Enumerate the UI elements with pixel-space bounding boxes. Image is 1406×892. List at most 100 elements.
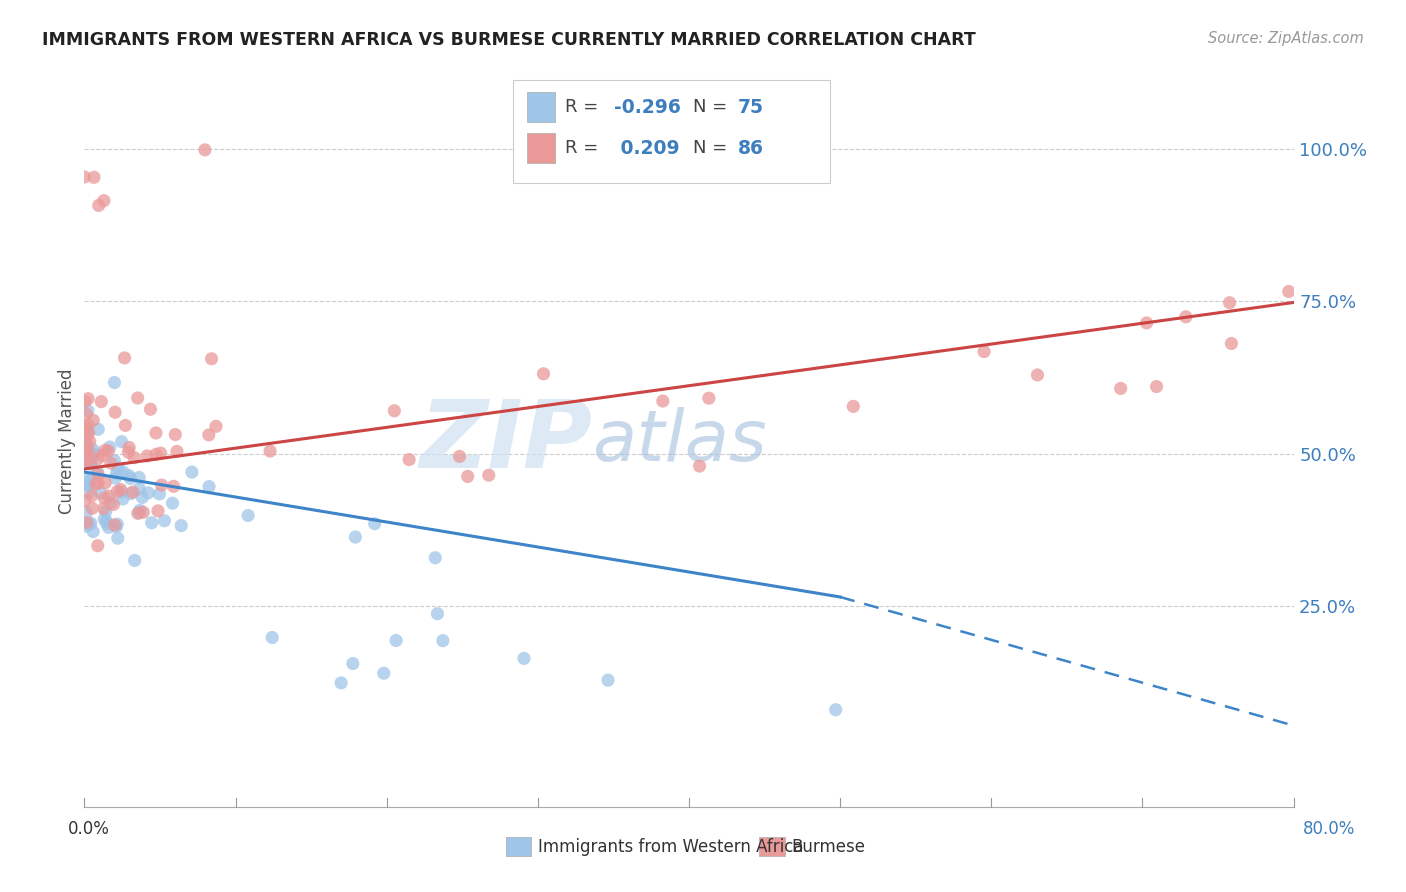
Point xyxy=(80,489,103,503)
Point xyxy=(73,420,96,434)
Point xyxy=(114,351,136,365)
Point xyxy=(1109,381,1132,395)
Point xyxy=(107,531,129,545)
Point xyxy=(80,458,103,472)
Point xyxy=(127,391,149,405)
Point xyxy=(87,539,110,553)
Point xyxy=(76,424,98,438)
Point xyxy=(120,471,142,485)
Point xyxy=(73,169,96,184)
Point xyxy=(398,452,420,467)
Point xyxy=(162,479,184,493)
Point xyxy=(478,468,501,483)
Point xyxy=(689,459,711,474)
Point xyxy=(76,441,98,455)
Point xyxy=(198,480,221,494)
Point xyxy=(200,351,222,366)
Point xyxy=(373,666,395,681)
Point xyxy=(432,633,454,648)
Point xyxy=(118,468,141,483)
Point xyxy=(80,516,103,531)
Point xyxy=(426,607,449,621)
Text: Immigrants from Western Africa: Immigrants from Western Africa xyxy=(538,838,804,855)
Point xyxy=(87,422,110,436)
Point xyxy=(83,447,105,461)
Text: 0.0%: 0.0% xyxy=(67,820,110,838)
Point xyxy=(77,486,100,500)
Text: 0.209: 0.209 xyxy=(614,138,681,158)
Point xyxy=(146,504,169,518)
Point xyxy=(132,505,155,519)
Point xyxy=(425,550,447,565)
Text: R =: R = xyxy=(565,98,605,116)
Point xyxy=(77,444,100,458)
Point xyxy=(87,476,110,491)
Point xyxy=(198,428,221,442)
Point xyxy=(385,633,408,648)
Point xyxy=(80,453,103,467)
Point xyxy=(170,518,193,533)
Point xyxy=(82,448,104,462)
Point xyxy=(103,453,125,467)
Point xyxy=(103,376,125,390)
Point xyxy=(73,440,96,454)
Point xyxy=(342,657,364,671)
Point xyxy=(82,501,104,516)
Point xyxy=(112,465,135,479)
Point xyxy=(149,446,172,460)
Point xyxy=(86,465,108,479)
Point xyxy=(76,446,98,460)
Point xyxy=(651,394,673,409)
Point xyxy=(124,553,146,567)
Point xyxy=(131,491,153,505)
Point xyxy=(84,477,107,491)
Point xyxy=(166,444,188,458)
Point xyxy=(76,505,98,519)
Point xyxy=(111,434,134,449)
Point xyxy=(1278,285,1301,299)
Point xyxy=(150,478,173,492)
Point xyxy=(128,482,150,496)
Point xyxy=(77,517,100,532)
Text: N =: N = xyxy=(693,139,733,157)
Point xyxy=(697,391,720,405)
Point xyxy=(194,143,217,157)
Point xyxy=(76,516,98,530)
Point xyxy=(824,703,846,717)
Point xyxy=(100,496,122,510)
Text: 86: 86 xyxy=(738,138,763,158)
Point xyxy=(77,477,100,491)
Point xyxy=(139,402,162,417)
Point xyxy=(236,508,259,523)
Point xyxy=(75,433,97,447)
Point xyxy=(79,434,101,449)
Text: 80.0%: 80.0% xyxy=(1302,820,1355,838)
Point xyxy=(75,477,97,491)
Point xyxy=(93,194,115,208)
Point xyxy=(104,471,127,485)
Point xyxy=(105,484,128,499)
Point xyxy=(103,498,125,512)
Point xyxy=(122,450,145,465)
Point xyxy=(87,451,110,466)
Point xyxy=(364,516,387,531)
Text: Source: ZipAtlas.com: Source: ZipAtlas.com xyxy=(1208,31,1364,46)
Point xyxy=(73,394,96,409)
Point xyxy=(105,520,128,534)
Point xyxy=(259,444,281,458)
Point xyxy=(382,404,405,418)
Point xyxy=(262,631,284,645)
Point xyxy=(79,454,101,468)
Point xyxy=(1220,336,1243,351)
Point xyxy=(77,426,100,441)
Point xyxy=(449,450,471,464)
Point xyxy=(75,519,97,533)
Point xyxy=(107,461,129,475)
Point xyxy=(75,407,97,421)
Point xyxy=(117,445,139,459)
Point xyxy=(973,344,995,359)
Point xyxy=(136,449,159,463)
Point xyxy=(128,503,150,517)
Point xyxy=(90,485,112,500)
Point xyxy=(118,441,141,455)
